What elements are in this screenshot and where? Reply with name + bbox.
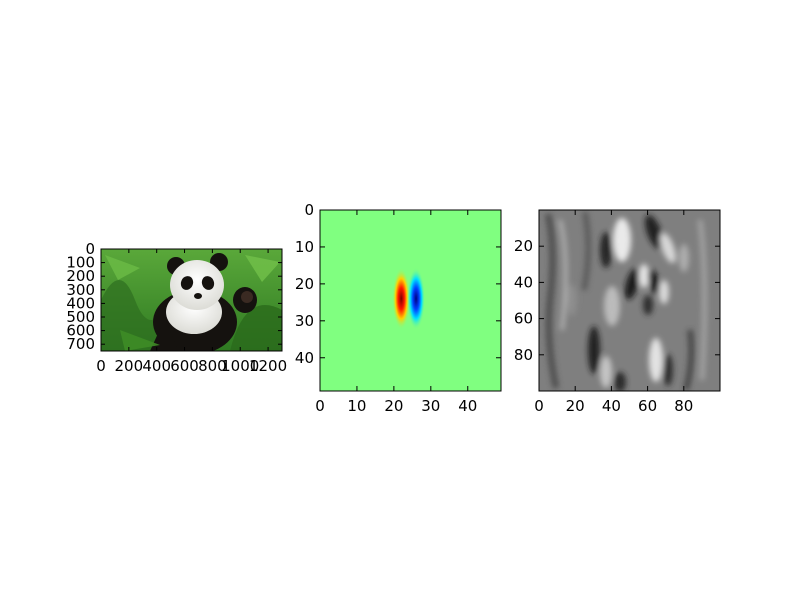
y-tick-label: 40 bbox=[295, 349, 314, 367]
panda-photo bbox=[101, 249, 282, 351]
x-tick-label: 0 bbox=[96, 357, 106, 375]
x-tick-label: 800 bbox=[198, 357, 227, 375]
y-tick-label: 0 bbox=[85, 240, 95, 258]
filtered-axes-ticks: 0 20 40 60 80 20 40 60 80 bbox=[514, 210, 720, 415]
gabor-kernel-panel: 0 10 20 30 40 0 10 20 30 40 bbox=[295, 201, 502, 415]
y-tick-label: 80 bbox=[514, 346, 533, 364]
gabor-axes-ticks: 0 10 20 30 40 0 10 20 30 40 bbox=[295, 201, 501, 415]
x-tick-label: 30 bbox=[421, 397, 440, 415]
x-tick-label: 1000 bbox=[221, 357, 259, 375]
gabor-axes-frame bbox=[319, 209, 502, 392]
y-tick-label: 20 bbox=[514, 237, 533, 255]
y-tick-label: 10 bbox=[295, 238, 314, 256]
panda-image-panel: 0 200 400 600 800100012000100200300400500600… bbox=[66, 240, 287, 375]
gabor-negative-lobe bbox=[407, 267, 426, 330]
x-tick-label: 0 bbox=[315, 397, 325, 415]
y-tick-label: 0 bbox=[304, 201, 314, 219]
x-tick-label: 200 bbox=[115, 357, 144, 375]
x-tick-label: 600 bbox=[170, 357, 199, 375]
y-tick-label: 400 bbox=[66, 294, 95, 312]
panda-axes-frame bbox=[100, 248, 283, 352]
x-tick-label: 40 bbox=[602, 397, 621, 415]
y-tick-label: 30 bbox=[295, 312, 314, 330]
x-tick-label: 400 bbox=[142, 357, 171, 375]
y-tick-label: 700 bbox=[66, 335, 95, 353]
panda-axes-ticks: 0 200 400 600 800100012000100200300400500600… bbox=[66, 240, 287, 375]
y-tick-label: 600 bbox=[66, 322, 95, 340]
x-tick-label: 0 bbox=[534, 397, 544, 415]
x-tick-label: 10 bbox=[347, 397, 366, 415]
y-tick-label: 40 bbox=[514, 273, 533, 291]
y-tick-label: 100 bbox=[66, 254, 95, 272]
y-tick-label: 200 bbox=[66, 267, 95, 285]
gabor-positive-lobe bbox=[392, 267, 411, 330]
x-tick-label: 20 bbox=[384, 397, 403, 415]
y-tick-label: 500 bbox=[66, 308, 95, 326]
x-tick-label: 40 bbox=[458, 397, 477, 415]
filtered-response-image bbox=[539, 210, 720, 391]
x-tick-label: 60 bbox=[638, 397, 657, 415]
x-tick-label: 20 bbox=[566, 397, 585, 415]
y-tick-label: 60 bbox=[514, 310, 533, 328]
x-tick-label: 80 bbox=[674, 397, 693, 415]
filtered-axes-frame bbox=[538, 209, 721, 392]
y-tick-label: 20 bbox=[295, 275, 314, 293]
filtered-response-panel: 0 20 40 60 80 20 40 60 80 bbox=[514, 209, 721, 415]
y-tick-label: 300 bbox=[66, 281, 95, 299]
x-tick-label: 1200 bbox=[249, 357, 287, 375]
